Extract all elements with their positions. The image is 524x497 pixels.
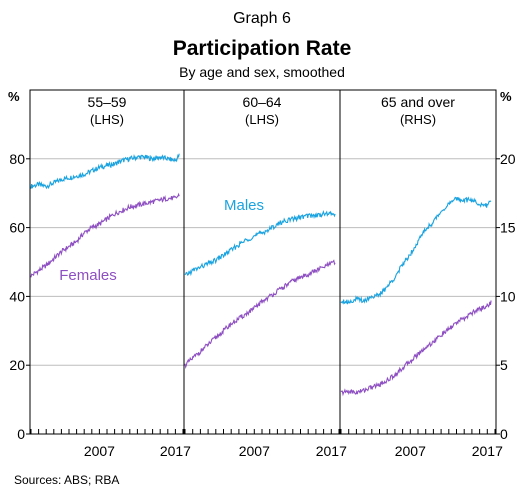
- panel-axis-note: (RHS): [400, 112, 436, 127]
- right-axis-tick-label: 10: [500, 288, 516, 304]
- panel-title: 55–59: [88, 94, 127, 110]
- left-axis-tick-label: 0: [17, 426, 25, 442]
- x-tick-label: 2007: [239, 443, 270, 459]
- left-axis-tick-label: 80: [9, 151, 25, 167]
- x-tick-label: 2017: [472, 443, 503, 459]
- series-line-males: [184, 209, 336, 277]
- right-axis-unit: %: [500, 89, 512, 104]
- left-axis-tick-label: 20: [9, 357, 25, 373]
- right-axis-tick-label: 5: [500, 357, 508, 373]
- panel-axis-note: (LHS): [90, 112, 124, 127]
- x-tick-label: 2017: [160, 443, 191, 459]
- series-line-females: [30, 192, 180, 278]
- panel-title: 60–64: [243, 94, 282, 110]
- panel-title: 65 and over: [381, 94, 455, 110]
- x-tick-label: 2007: [84, 443, 115, 459]
- right-axis-tick-label: 15: [500, 220, 516, 236]
- females-series-label: Females: [59, 267, 117, 284]
- chart-subtitle: By age and sex, smoothed: [179, 64, 345, 80]
- right-axis-tick-label: 20: [500, 151, 516, 167]
- males-series-label: Males: [224, 197, 264, 214]
- series-line-females: [184, 259, 336, 369]
- series-lines: [30, 153, 492, 397]
- panel-axis-note: (LHS): [245, 112, 279, 127]
- left-axis-unit: %: [8, 89, 20, 104]
- series-line-males: [30, 153, 180, 190]
- source-note: Sources: ABS; RBA: [14, 473, 119, 487]
- series-line-females: [340, 300, 492, 397]
- left-axis-tick-label: 40: [9, 288, 25, 304]
- x-tick-label: 2007: [395, 443, 426, 459]
- series-line-males: [340, 196, 492, 305]
- left-axis-tick-label: 60: [9, 220, 25, 236]
- right-axis-tick-label: 0: [500, 426, 508, 442]
- graph-label: Graph 6: [233, 10, 291, 27]
- gridlines: [30, 158, 496, 366]
- chart-title: Participation Rate: [173, 37, 352, 60]
- chart-labels: 0 20 40 60 80 0 5 10 15 20 55–59 (LHS) 2007 2017 60–64…: [9, 94, 515, 459]
- plot-frame: [26, 89, 500, 435]
- x-tick-label: 2017: [316, 443, 347, 459]
- plot-border: [29, 89, 497, 435]
